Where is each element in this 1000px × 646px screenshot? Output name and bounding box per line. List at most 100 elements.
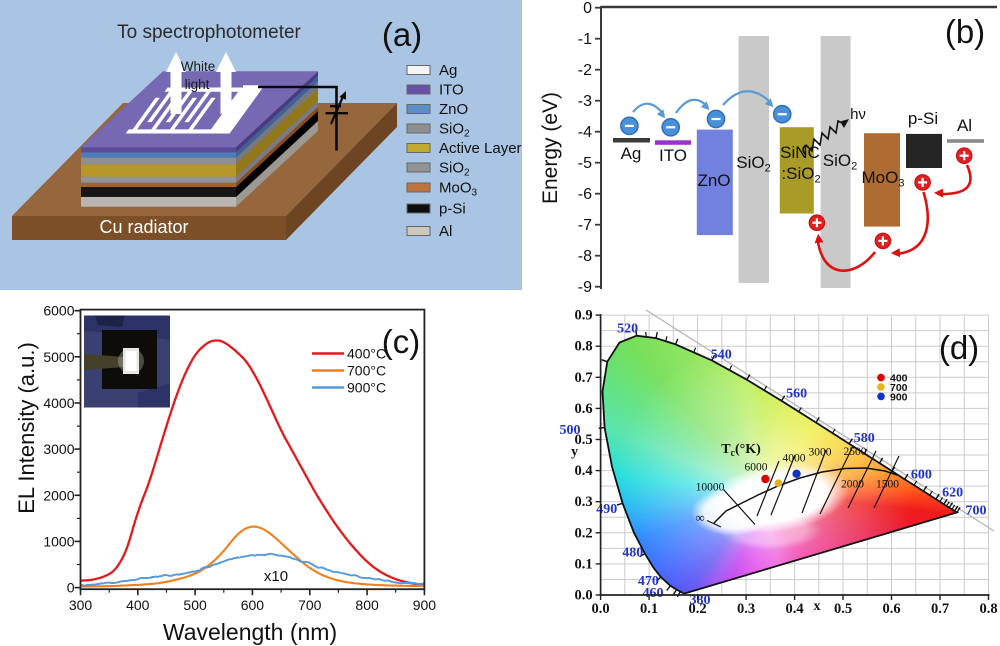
svg-text:0.9: 0.9 — [574, 308, 592, 324]
svg-text:Ag: Ag — [439, 62, 457, 79]
svg-text:-7: -7 — [578, 217, 592, 234]
svg-text:y: y — [571, 444, 578, 459]
svg-text:500: 500 — [183, 597, 207, 613]
svg-text:900: 900 — [890, 391, 908, 403]
svg-text:700: 700 — [890, 382, 908, 394]
svg-text:Ag: Ag — [621, 144, 642, 163]
svg-text:0.7: 0.7 — [931, 601, 949, 617]
svg-text:620: 620 — [942, 486, 963, 501]
svg-text:1500: 1500 — [876, 479, 899, 491]
svg-text:Energy (eV): Energy (eV) — [539, 92, 562, 204]
svg-text:5000: 5000 — [43, 349, 74, 365]
svg-text:hν: hν — [850, 106, 866, 123]
svg-text:(b): (b) — [945, 13, 985, 50]
svg-text:-8: -8 — [578, 248, 592, 265]
svg-text:490: 490 — [596, 502, 617, 517]
svg-text:400: 400 — [126, 597, 150, 613]
svg-text:0.4: 0.4 — [786, 601, 804, 617]
svg-text:0.8: 0.8 — [979, 601, 997, 617]
svg-text:p-Si: p-Si — [908, 109, 938, 128]
svg-text::SiO2: :SiO2 — [781, 164, 820, 186]
svg-text:3000: 3000 — [43, 441, 74, 457]
svg-text:MoO3: MoO3 — [862, 168, 905, 190]
svg-text:600: 600 — [911, 467, 932, 482]
svg-text:Wavelength (nm): Wavelength (nm) — [163, 619, 337, 645]
svg-text:2500: 2500 — [844, 446, 867, 458]
svg-text:4000: 4000 — [783, 453, 806, 465]
svg-text:x: x — [814, 599, 821, 614]
svg-text:x10: x10 — [264, 568, 288, 585]
svg-text:ZnO: ZnO — [697, 171, 730, 190]
svg-text:700: 700 — [298, 597, 322, 613]
svg-text:470: 470 — [638, 574, 659, 589]
svg-text:SiO2: SiO2 — [736, 153, 770, 175]
svg-text:light: light — [185, 77, 210, 92]
svg-text:900: 900 — [413, 597, 437, 613]
svg-text:0.0: 0.0 — [574, 588, 592, 604]
svg-text:ITO: ITO — [439, 82, 464, 99]
svg-text:∞: ∞ — [695, 510, 704, 525]
svg-text:MoO3: MoO3 — [439, 180, 478, 199]
svg-text:EL Intensity (a.u.): EL Intensity (a.u.) — [14, 342, 39, 514]
svg-text:0.1: 0.1 — [574, 556, 592, 572]
svg-text:10000: 10000 — [696, 482, 725, 494]
svg-text:Al: Al — [439, 223, 452, 240]
svg-text:ZnO: ZnO — [439, 101, 468, 118]
svg-text:0: 0 — [67, 580, 75, 596]
svg-text:(d): (d) — [939, 329, 979, 366]
svg-text:700°C: 700°C — [347, 363, 386, 379]
svg-text:Active Layer: Active Layer — [439, 140, 522, 157]
svg-text:0: 0 — [583, 0, 592, 17]
svg-text:0.2: 0.2 — [574, 525, 592, 541]
svg-text:2000: 2000 — [43, 487, 74, 503]
svg-text:580: 580 — [854, 431, 875, 446]
svg-text:White: White — [181, 59, 216, 74]
svg-text:900°C: 900°C — [347, 380, 386, 396]
svg-text:To spectrophotometer: To spectrophotometer — [117, 22, 301, 43]
svg-text:6000: 6000 — [43, 303, 74, 319]
svg-text:SiO2: SiO2 — [439, 160, 470, 179]
svg-text:p-Si: p-Si — [439, 201, 466, 218]
svg-text:520: 520 — [617, 322, 638, 337]
svg-text:-4: -4 — [578, 124, 592, 141]
svg-text:0.3: 0.3 — [737, 601, 755, 617]
svg-text:0.5: 0.5 — [574, 432, 592, 448]
svg-text:0.4: 0.4 — [574, 463, 592, 479]
svg-text:700: 700 — [966, 504, 987, 519]
svg-text:Al: Al — [957, 116, 972, 135]
svg-text:600: 600 — [241, 597, 265, 613]
svg-text:0.5: 0.5 — [834, 601, 852, 617]
svg-text:400: 400 — [890, 373, 908, 385]
svg-text:560: 560 — [786, 387, 807, 402]
svg-text:0.8: 0.8 — [574, 339, 592, 355]
svg-text:300: 300 — [69, 597, 93, 613]
svg-text:380: 380 — [690, 593, 711, 608]
svg-text:3000: 3000 — [809, 447, 832, 459]
svg-text:(c): (c) — [382, 323, 420, 360]
svg-text:0.0: 0.0 — [592, 601, 610, 617]
svg-text:-3: -3 — [578, 93, 592, 110]
svg-text:400°C: 400°C — [347, 346, 386, 362]
svg-text:0.7: 0.7 — [574, 370, 592, 386]
svg-text:2000: 2000 — [841, 479, 864, 491]
svg-text:4000: 4000 — [43, 395, 74, 411]
svg-text:500: 500 — [560, 423, 581, 438]
svg-text:Tc(°K): Tc(°K) — [721, 442, 761, 459]
svg-text:0.1: 0.1 — [640, 601, 658, 617]
svg-text:1000: 1000 — [43, 533, 74, 549]
svg-text:-2: -2 — [578, 62, 592, 79]
svg-text:800: 800 — [355, 597, 379, 613]
svg-text:ITO: ITO — [659, 146, 687, 165]
svg-text:SiNC: SiNC — [780, 143, 820, 162]
svg-text:0.2: 0.2 — [689, 601, 707, 617]
svg-text:SiO2: SiO2 — [823, 151, 857, 173]
svg-text:SiO2: SiO2 — [439, 121, 470, 140]
svg-text:-1: -1 — [578, 31, 592, 48]
svg-text:(a): (a) — [382, 16, 422, 53]
svg-text:-9: -9 — [578, 279, 592, 296]
svg-text:-5: -5 — [578, 155, 592, 172]
svg-text:460: 460 — [643, 586, 664, 601]
svg-text:0.6: 0.6 — [574, 401, 592, 417]
svg-text:6000: 6000 — [745, 462, 768, 474]
svg-text:540: 540 — [711, 348, 732, 363]
